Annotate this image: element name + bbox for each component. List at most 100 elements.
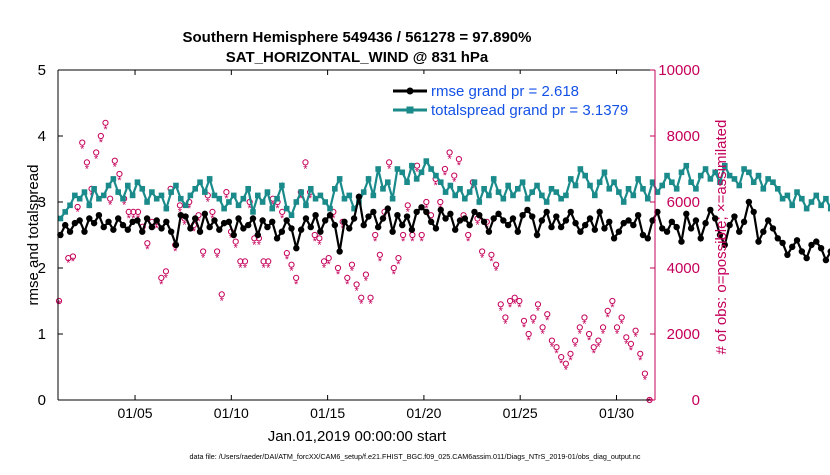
- obs-possible-point: [525, 330, 532, 338]
- obs-assimilated-point: *: [527, 335, 532, 347]
- x-tick-label: 01/30: [599, 405, 634, 421]
- rmse-point: [668, 218, 676, 225]
- totalspread-point: [813, 192, 820, 199]
- totalspread-point: [678, 169, 685, 176]
- obs-assimilated-point: *: [238, 262, 243, 274]
- rmse-point: [201, 210, 209, 218]
- rmse-point: [625, 217, 632, 224]
- obs-assimilated-point: *: [582, 318, 587, 330]
- totalspread-point: [158, 192, 165, 199]
- obs-possible-point: [395, 255, 402, 262]
- obs-assimilated-point: *: [354, 285, 359, 297]
- totalspread-point: [731, 176, 738, 182]
- obs-assimilated-point: *: [224, 193, 229, 205]
- obs-possible-point: [358, 294, 365, 301]
- rmse-point: [346, 225, 353, 232]
- obs-possible-point: [130, 208, 137, 215]
- obs-assimilated-point: *: [410, 236, 415, 248]
- obs-possible-point: [265, 258, 272, 265]
- obs-assimilated-point: *: [206, 196, 211, 208]
- totalspread-point: [177, 195, 184, 202]
- rmse-point: [649, 217, 656, 224]
- rmse-point: [716, 231, 724, 239]
- obs-possible-point: [116, 170, 123, 178]
- rmse-point: [736, 228, 743, 235]
- rmse-point: [620, 219, 627, 227]
- rmse-point: [259, 217, 266, 224]
- totalspread-point: [433, 172, 439, 179]
- obs-assimilated-point: *: [113, 162, 118, 174]
- y-left-tick-label: 1: [38, 326, 46, 343]
- rmse-point: [283, 217, 290, 224]
- rmse-point: [827, 248, 830, 255]
- obs-possible-point: [613, 324, 621, 331]
- rmse-point: [350, 215, 358, 222]
- totalspread-point: [139, 186, 146, 192]
- rmse-point: [139, 228, 146, 235]
- obs-possible-point: [55, 297, 63, 305]
- totalspread-point: [558, 195, 564, 202]
- obs-assimilated-point: *: [313, 236, 318, 248]
- obs-assimilated-point: *: [327, 259, 332, 271]
- totalspread-point: [206, 176, 213, 182]
- obs-assimilated-point: *: [117, 175, 122, 187]
- obs-possible-point: [404, 202, 411, 209]
- y-left-tick-label: 3: [38, 194, 46, 211]
- totalspread-point: [221, 205, 227, 212]
- obs-assimilated-point: *: [471, 183, 476, 195]
- rmse-point: [606, 218, 613, 225]
- obs-assimilated-point: *: [592, 348, 597, 360]
- rmse-point: [760, 228, 767, 235]
- obs-assimilated-point: *: [364, 276, 369, 288]
- obs-possible-point: [530, 314, 537, 321]
- rmse-point: [399, 221, 406, 229]
- rmse-point: [163, 218, 170, 225]
- obs-assimilated-point: *: [164, 272, 169, 284]
- rmse-point: [769, 225, 777, 232]
- totalspread-point: [818, 202, 824, 209]
- obs-assimilated-point: *: [299, 193, 304, 205]
- rmse-point: [500, 217, 507, 224]
- totalspread-point: [582, 172, 588, 179]
- totalspread-point: [630, 192, 637, 199]
- obs-assimilated-point: *: [540, 328, 545, 340]
- obs-possible-point: [218, 291, 225, 298]
- totalspread-point: [688, 179, 694, 185]
- obs-possible-point: [344, 274, 351, 281]
- totalspread-point: [197, 179, 203, 185]
- rmse-point: [495, 210, 502, 218]
- rmse-point: [543, 208, 550, 216]
- obs-assimilated-point: *: [522, 322, 527, 334]
- y-right-tick-label: 4000: [667, 260, 700, 277]
- obs-assimilated-point: *: [308, 193, 313, 205]
- rmse-point: [86, 215, 93, 222]
- rmse-point: [490, 215, 497, 222]
- rmse-point: [726, 221, 733, 229]
- rmse-point: [764, 217, 772, 224]
- obs-assimilated-point: *: [461, 216, 466, 228]
- obs-assimilated-point: *: [257, 239, 262, 251]
- totalspread-point: [726, 172, 733, 179]
- totalspread-point: [173, 182, 179, 189]
- left-axis-label: rmse and totalspread: [25, 165, 42, 306]
- totalspread-point: [307, 186, 314, 192]
- obs-assimilated-point: *: [289, 266, 294, 278]
- totalspread-point: [115, 189, 121, 195]
- obs-possible-point: [195, 212, 202, 219]
- totalspread-point: [587, 182, 593, 189]
- totalspread-point: [428, 166, 434, 172]
- obs-assimilated-point: *: [220, 295, 225, 307]
- totalspread-point: [394, 166, 401, 172]
- totalspread-point: [823, 195, 829, 202]
- rmse-point: [740, 218, 748, 225]
- rmse-point: [447, 210, 454, 218]
- y-right-tick-label: 0: [692, 392, 700, 409]
- obs-assimilated-point: *: [57, 299, 62, 311]
- y-left-tick-label: 4: [38, 128, 46, 145]
- totalspread-point: [664, 172, 670, 179]
- chart-title-line2: SAT_HORIZONTAL_WIND @ 831 hPa: [226, 49, 489, 66]
- obs-assimilated-point: *: [373, 236, 378, 248]
- rmse-point: [322, 217, 329, 224]
- totalspread-point: [346, 192, 353, 199]
- rmse-point: [206, 223, 213, 231]
